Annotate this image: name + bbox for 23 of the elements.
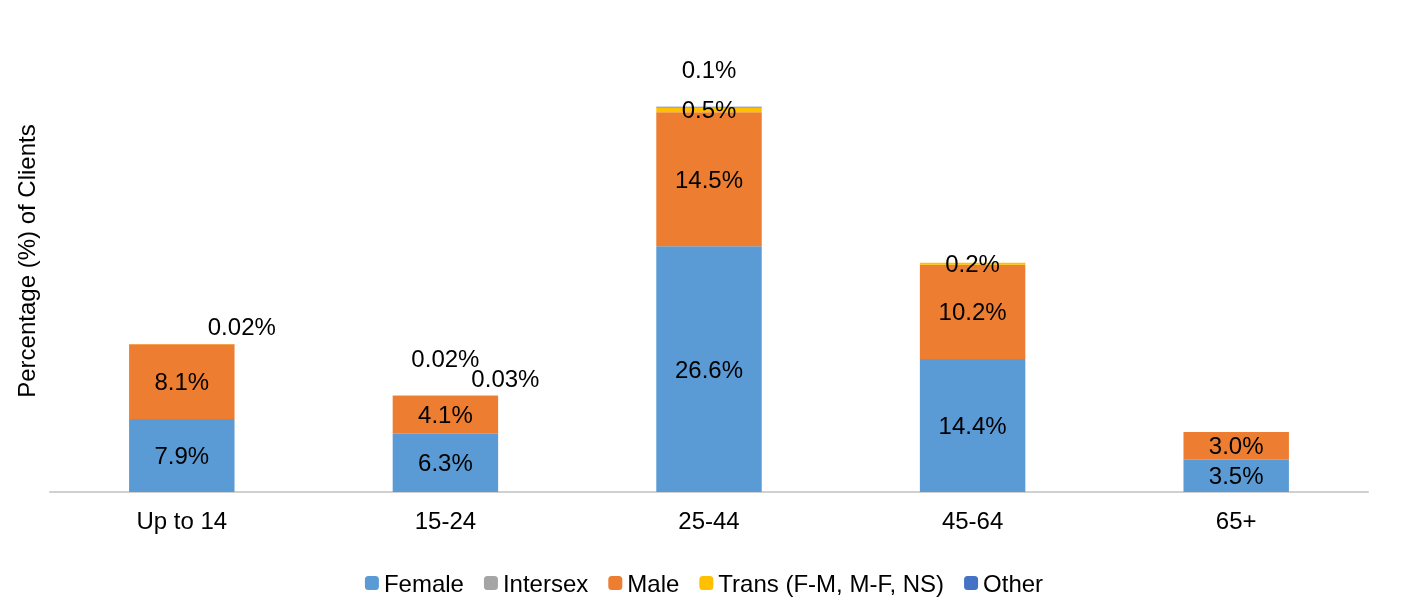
data-label: 10.2% bbox=[938, 298, 1007, 326]
x-tick-label: 15-24 bbox=[414, 506, 477, 534]
y-axis-title: Percentage (%) of Clients bbox=[12, 124, 40, 398]
data-label: 6.3% bbox=[418, 449, 473, 477]
x-tick-label: 25-44 bbox=[678, 506, 740, 534]
data-label: 8.1% bbox=[154, 368, 210, 396]
legend-label: Trans (F-M, M-F, NS) bbox=[718, 569, 945, 597]
legend-label: Male bbox=[627, 569, 680, 597]
data-label: 14.5% bbox=[674, 165, 744, 193]
data-label: 3.5% bbox=[1208, 462, 1264, 490]
legend-label: Female bbox=[383, 569, 464, 597]
legend-label: Other bbox=[983, 569, 1044, 597]
data-label: 26.6% bbox=[674, 355, 744, 383]
legend-label: Intersex bbox=[502, 569, 589, 597]
data-label: 7.9% bbox=[154, 442, 210, 469]
data-label: 0.02% bbox=[207, 313, 276, 341]
x-tick-label: Up to 14 bbox=[136, 506, 228, 534]
x-tick-label: 65+ bbox=[1215, 506, 1257, 534]
data-label: 3.0% bbox=[1208, 432, 1264, 460]
data-label: 4.1% bbox=[418, 401, 473, 429]
data-label: 0.1% bbox=[681, 56, 737, 84]
x-tick-label: 45-64 bbox=[941, 506, 1004, 534]
data-label: 14.4% bbox=[938, 411, 1007, 439]
